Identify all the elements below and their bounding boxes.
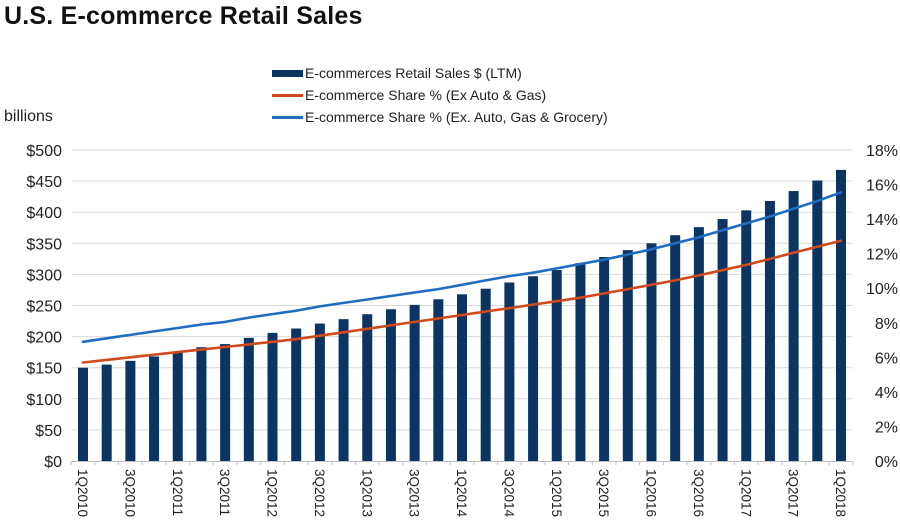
bar bbox=[385, 309, 396, 461]
left-axis-tick-label: $250 bbox=[26, 299, 62, 316]
x-axis-tick-label: 1Q2016 bbox=[644, 469, 659, 517]
legend-label-share-ex-auto-gas: E-commerce Share % (Ex Auto & Gas) bbox=[305, 87, 547, 103]
legend-swatch-orange-line bbox=[272, 93, 303, 97]
bar bbox=[196, 347, 207, 461]
x-axis-tick-label: 3Q2015 bbox=[596, 469, 611, 517]
x-axis-tick-label: 1Q2013 bbox=[359, 469, 374, 517]
left-axis-tick-label: $100 bbox=[26, 392, 62, 409]
legend-item-sales: E-commerces Retail Sales $ (LTM) bbox=[272, 62, 608, 84]
bar bbox=[504, 282, 515, 461]
x-axis-tick-label: 3Q2016 bbox=[691, 469, 706, 517]
x-axis-tick-label: 1Q2011 bbox=[170, 469, 185, 516]
bar bbox=[220, 344, 231, 461]
x-axis: 1Q2010 3Q2010 1Q2011 3Q2011 1Q2012 3Q2012 1Q20… bbox=[70, 461, 854, 518]
bar bbox=[717, 219, 728, 461]
bar bbox=[693, 227, 704, 461]
bar bbox=[764, 201, 775, 461]
x-axis-tick-label: 3Q2014 bbox=[501, 469, 516, 518]
right-axis-tick-label: 16% bbox=[866, 178, 898, 195]
x-axis-tick-label: 3Q2013 bbox=[407, 469, 422, 517]
bar bbox=[836, 169, 846, 462]
legend-label-sales: E-commerces Retail Sales $ (LTM) bbox=[305, 65, 522, 81]
bar bbox=[172, 351, 183, 461]
left-axis-tick-label: $400 bbox=[26, 205, 62, 222]
left-axis-tick-label: $0 bbox=[44, 454, 62, 471]
x-axis-tick-label: 1Q2015 bbox=[549, 469, 564, 517]
bar bbox=[314, 323, 325, 461]
bar bbox=[480, 288, 491, 461]
bar bbox=[812, 180, 823, 461]
left-axis-tick-label: $300 bbox=[26, 267, 62, 284]
bar bbox=[575, 263, 586, 461]
right-axis-tick-label: 6% bbox=[875, 350, 898, 367]
left-axis-tick-label: $450 bbox=[26, 174, 62, 191]
legend-item-share-ex-auto-gas: E-commerce Share % (Ex Auto & Gas) bbox=[272, 84, 608, 106]
bar bbox=[670, 235, 681, 461]
line-share-ex-auto-gas-grocery bbox=[81, 191, 843, 344]
bar bbox=[433, 299, 444, 461]
bar bbox=[338, 319, 349, 461]
left-axis-tick-label: $150 bbox=[26, 361, 62, 378]
x-axis-tick-label: 1Q2017 bbox=[738, 469, 753, 517]
bar bbox=[125, 360, 136, 461]
x-axis-tick-label: 1Q2010 bbox=[75, 469, 90, 517]
bar bbox=[457, 294, 467, 461]
bar bbox=[788, 191, 799, 461]
bar bbox=[409, 304, 420, 461]
line-series bbox=[81, 191, 843, 364]
right-axis-tick-label: 10% bbox=[866, 281, 898, 298]
right-axis: 0% 2% 4% 6% 8% 10% 12% 14% 16% 18% bbox=[866, 143, 898, 471]
legend-swatch-blue-line bbox=[272, 115, 303, 119]
x-axis-tick-label: 3Q2010 bbox=[122, 469, 137, 517]
x-axis-tick-label: 3Q2017 bbox=[786, 469, 801, 517]
left-axis: $0 $50 $100 $150 $200 $250 $300 $350 $400 $450 $50… bbox=[26, 143, 62, 471]
bar bbox=[78, 367, 88, 461]
legend-swatch-bar bbox=[272, 69, 303, 77]
legend-item-share-ex-auto-gas-grocery: E-commerce Share % (Ex. Auto, Gas & Groc… bbox=[272, 106, 608, 128]
right-axis-tick-label: 12% bbox=[866, 247, 898, 264]
left-axis-tick-label: $500 bbox=[26, 143, 62, 160]
bar bbox=[551, 270, 562, 461]
right-axis-tick-label: 4% bbox=[875, 385, 898, 402]
bar bbox=[622, 250, 633, 461]
bar bbox=[149, 356, 160, 461]
right-axis-tick-label: 2% bbox=[875, 419, 898, 436]
x-axis-tick-label: 1Q2018 bbox=[833, 469, 848, 517]
legend: E-commerces Retail Sales $ (LTM) E-comme… bbox=[272, 62, 608, 128]
x-axis-tick-label: 3Q2012 bbox=[312, 469, 327, 517]
bar bbox=[599, 256, 610, 461]
bar bbox=[101, 364, 112, 461]
bar bbox=[243, 337, 254, 461]
left-axis-tick-label: $350 bbox=[26, 236, 62, 253]
chart-title: U.S. E-commerce Retail Sales bbox=[4, 2, 363, 30]
x-axis-tick-label: 1Q2014 bbox=[454, 469, 469, 518]
line-share-ex-auto-gas bbox=[81, 239, 843, 364]
bar bbox=[646, 243, 657, 461]
x-axis-tick-label: 3Q2011 bbox=[217, 469, 232, 516]
right-axis-tick-label: 8% bbox=[875, 316, 898, 333]
bar bbox=[291, 328, 302, 461]
bar bbox=[741, 210, 752, 461]
right-axis-tick-label: 18% bbox=[866, 143, 898, 160]
left-axis-tick-label: $200 bbox=[26, 330, 62, 347]
bar bbox=[362, 314, 373, 461]
bar-series bbox=[78, 169, 846, 462]
bar bbox=[267, 332, 278, 461]
right-axis-tick-label: 14% bbox=[866, 212, 898, 229]
x-axis-tick-label: 1Q2012 bbox=[265, 469, 280, 517]
right-axis-tick-label: 0% bbox=[875, 454, 898, 471]
left-axis-unit-label: billions bbox=[4, 108, 53, 125]
left-axis-tick-label: $50 bbox=[35, 423, 62, 440]
legend-label-share-ex-auto-gas-grocery: E-commerce Share % (Ex. Auto, Gas & Groc… bbox=[305, 109, 608, 125]
bar bbox=[528, 276, 539, 461]
